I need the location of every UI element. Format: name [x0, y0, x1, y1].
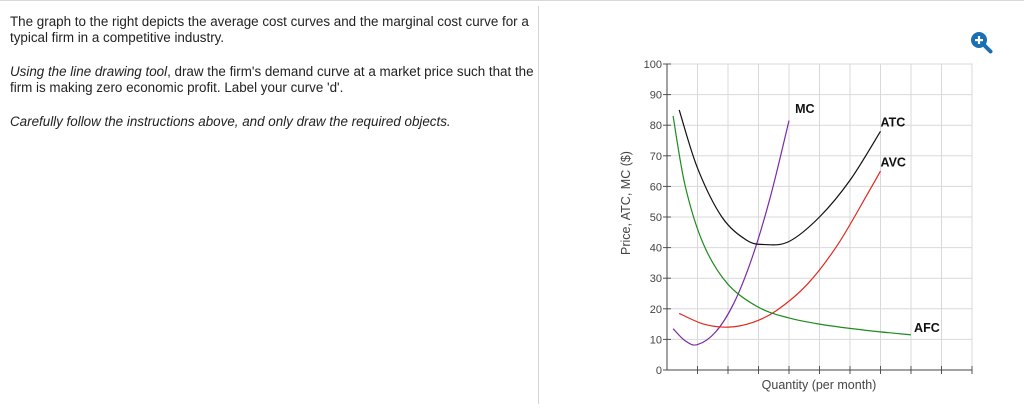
- x-axis-label: Quantity (per month): [762, 378, 877, 392]
- y-tick-label: 30: [650, 273, 662, 285]
- top-rule: [0, 0, 1024, 1]
- atc-label: ATC: [881, 116, 906, 130]
- y-tick-label: 10: [650, 334, 662, 346]
- y-tick-label: 90: [650, 90, 662, 102]
- y-tick-label: 0: [656, 365, 662, 377]
- atc-curve: [678, 109, 882, 246]
- cost-curves-chart[interactable]: 0 10 20 30 40 50 60 70 80 90 100 MC ATC AVC AFC Quant…: [600, 48, 1000, 403]
- chart-axes: 0 10 20 30 40 50 60 70 80 90 100: [644, 59, 973, 377]
- instruction-paragraph-3: Carefully follow the instructions above,…: [10, 114, 451, 129]
- y-tick-label: 20: [650, 304, 662, 316]
- instructions-panel: The graph to the right depicts the avera…: [10, 14, 535, 130]
- y-tick-label: 80: [650, 120, 662, 132]
- y-axis-label: Price, ATC, MC ($): [619, 151, 633, 255]
- mc-label: MC: [795, 102, 814, 116]
- instruction-paragraph-2-text: , draw the firm's demand curve at a mark…: [10, 64, 534, 95]
- afc-label: AFC: [914, 321, 940, 335]
- mc-curve: [672, 120, 790, 346]
- afc-curve: [672, 115, 912, 336]
- instruction-emphasis: Using the line drawing tool: [10, 64, 168, 79]
- avc-label: AVC: [881, 156, 906, 170]
- panel-divider: [538, 6, 539, 404]
- zoom-in-icon[interactable]: [969, 30, 993, 54]
- y-tick-label: 40: [650, 243, 662, 255]
- y-tick-label: 50: [650, 212, 662, 224]
- instruction-paragraph-2: Using the line drawing tool, draw the fi…: [10, 64, 535, 96]
- chart-curves: [672, 109, 912, 346]
- instruction-paragraph-1: The graph to the right depicts the avera…: [10, 14, 529, 45]
- avc-curve: [678, 170, 882, 328]
- chart-curve-labels: MC ATC AVC AFC: [795, 102, 940, 335]
- y-tick-label: 100: [644, 59, 662, 71]
- y-tick-label: 70: [650, 151, 662, 163]
- y-tick-label: 60: [650, 181, 662, 193]
